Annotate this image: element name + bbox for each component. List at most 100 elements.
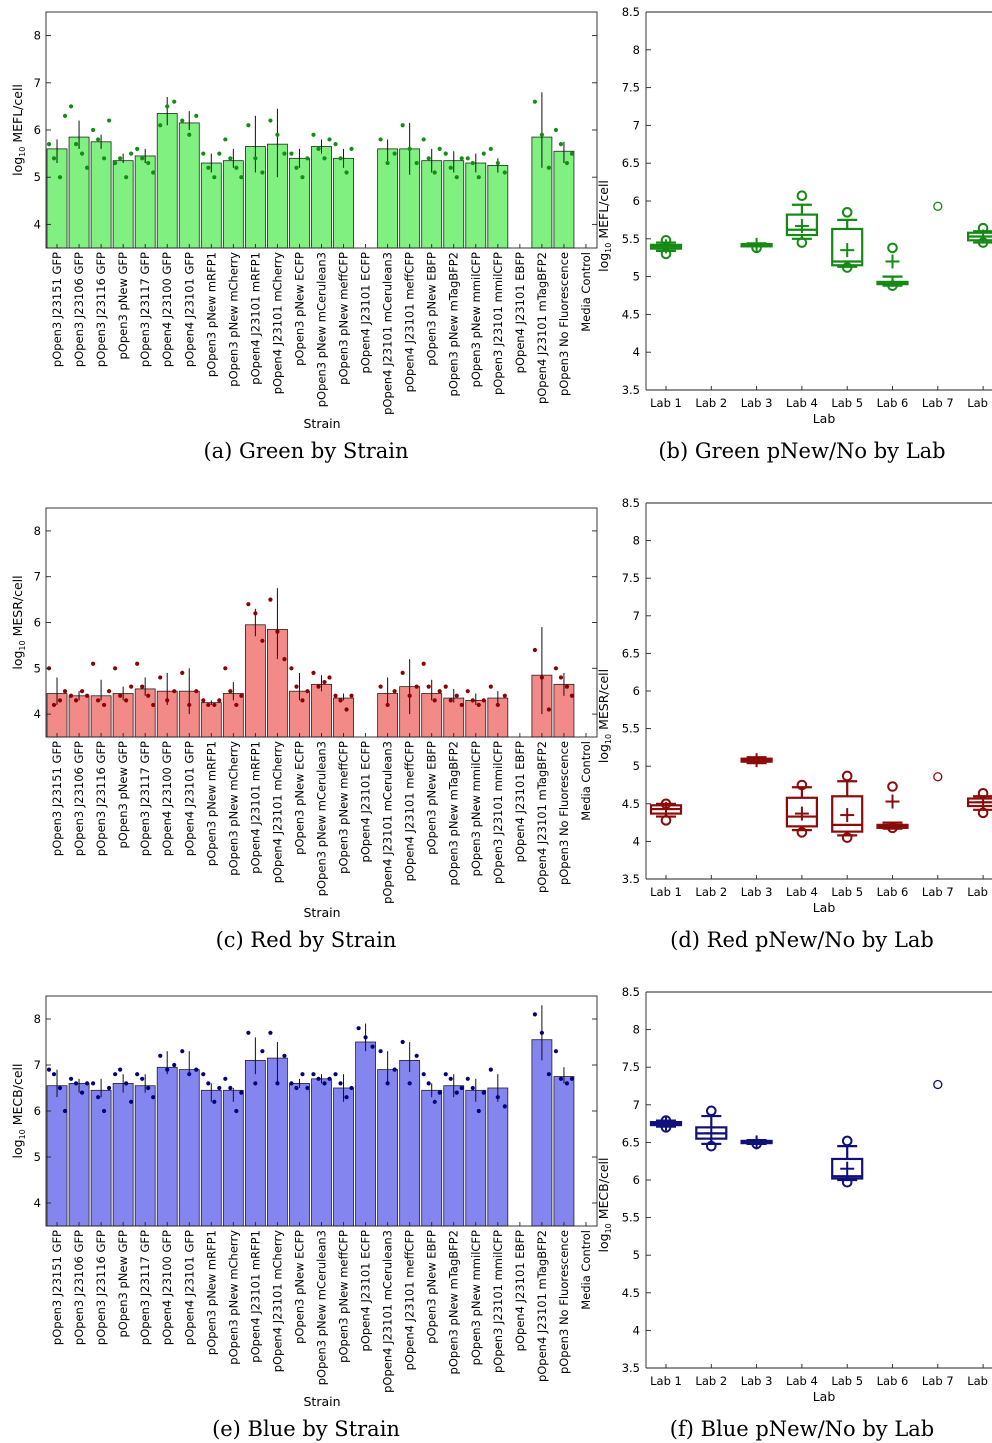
- x-tick-label: pOpen3 pNew mRFP1: [204, 1230, 218, 1355]
- data-point: [414, 160, 419, 166]
- outlier-point: [660, 1122, 672, 1133]
- data-point: [96, 698, 101, 703]
- caption-e: (e) Blue by Strain: [212, 1417, 400, 1441]
- data-point: [187, 132, 192, 137]
- outlier-point: [660, 815, 672, 826]
- data-point: [569, 151, 575, 156]
- data-point: [448, 165, 453, 170]
- data-point: [57, 698, 63, 703]
- x-tick-label: Lab 5: [831, 1374, 863, 1388]
- bar-chart-e: 4 5 6 7 8 pOpen3 J23151 GFP pOpen3 J23106 GFP p…: [10, 995, 598, 1409]
- data-point: [476, 1108, 481, 1114]
- y-tick-label: 6: [34, 123, 41, 137]
- data-point: [470, 698, 475, 703]
- x-tick-label: Lab 2: [695, 396, 727, 410]
- x-tick-label: pOpen4 J23101 mCherry: [270, 1230, 284, 1372]
- data-point: [146, 693, 151, 698]
- y-tick-label: 5.5: [622, 1211, 640, 1225]
- data-point: [443, 684, 448, 689]
- data-point: [165, 104, 170, 109]
- data-point: [206, 702, 211, 708]
- data-point: [300, 698, 305, 703]
- data-point: [294, 1085, 299, 1091]
- x-tick-label: Lab 3: [741, 885, 773, 899]
- outlier-point: [841, 770, 853, 782]
- data-point: [84, 165, 90, 170]
- outlier-point: [796, 827, 808, 838]
- x-tick-label: pOpen3 pNew ECFP: [292, 741, 306, 855]
- data-point: [234, 165, 239, 170]
- x-tick-label: pOpen4 J23101 mCherry: [270, 741, 284, 883]
- outlier-point: [841, 1135, 853, 1147]
- y-tick-label: 6.5: [622, 646, 640, 660]
- data-point: [239, 693, 244, 698]
- y-tick-label: 5: [34, 170, 41, 184]
- x-tick-label: pOpen3 J23101 mmilCFP: [491, 1230, 505, 1373]
- x-tick-label: pOpen4 J23101 mCerulean3: [381, 1230, 395, 1393]
- data-point: [448, 698, 453, 703]
- data-point: [180, 1049, 185, 1054]
- data-point: [201, 151, 206, 156]
- y-tick-label: 8: [34, 1012, 41, 1026]
- data-point: [289, 151, 294, 156]
- data-point: [223, 1076, 228, 1081]
- bar: [333, 1087, 354, 1227]
- x-tick-label: pOpen3 pNew mCherry: [226, 1230, 240, 1365]
- data-point: [91, 127, 96, 133]
- y-tick-label: 4: [34, 707, 41, 721]
- data-point: [322, 156, 327, 161]
- x-tick-label: pOpen4 J23101 ECFP: [359, 252, 373, 374]
- data-point: [151, 702, 156, 708]
- x-tick-label: pOpen3 pNew EBFP: [425, 741, 439, 855]
- data-point: [305, 1085, 310, 1091]
- data-point: [385, 160, 390, 166]
- x-tick-label: Lab 3: [741, 396, 773, 410]
- data-point: [558, 1076, 564, 1081]
- data-point: [79, 689, 85, 694]
- outlier-point: [841, 262, 853, 273]
- data-point: [443, 151, 448, 156]
- data-point: [400, 670, 405, 675]
- y-axis-label: log10 MEFL/cell: [596, 180, 613, 272]
- data-point: [223, 666, 228, 671]
- bar: [156, 1066, 178, 1227]
- data-point: [316, 1076, 321, 1081]
- x-tick-label: pOpen4 J23101 EBFP: [513, 252, 527, 373]
- data-point: [426, 1081, 431, 1086]
- data-point: [454, 1090, 459, 1095]
- data-point: [96, 137, 101, 142]
- data-point: [470, 160, 475, 166]
- y-tick-label: 8.5: [622, 985, 640, 999]
- data-point: [113, 1072, 118, 1077]
- data-point: [46, 1067, 52, 1072]
- data-point: [558, 675, 564, 680]
- caption-d: (d) Red pNew/No by Lab: [670, 928, 934, 952]
- data-point: [414, 1053, 419, 1058]
- data-point: [481, 1090, 486, 1095]
- data-point: [135, 661, 140, 666]
- x-axis-label: Strain: [303, 416, 340, 431]
- data-point: [172, 689, 177, 694]
- x-tick-label: Lab 3: [741, 1374, 773, 1388]
- data-point: [454, 693, 459, 698]
- data-point: [289, 666, 294, 671]
- data-point: [443, 1072, 448, 1077]
- y-tick-label: 6: [34, 616, 41, 630]
- data-point: [432, 170, 437, 175]
- x-tick-label: pOpen3 pNew mTagBFP2: [447, 1230, 461, 1374]
- data-point: [488, 146, 493, 151]
- x-tick-label: pOpen4 J23100 GFP: [160, 252, 174, 367]
- bar-chart-a: 4 5 6 7 8 pOpen3 J23151 GFP pOpen3 J23106 GFP p…: [10, 11, 598, 431]
- data-point: [68, 104, 74, 109]
- data-point: [282, 151, 287, 156]
- data-point: [260, 638, 265, 643]
- data-point: [228, 156, 233, 161]
- x-tick-label: pOpen3 pNew mCherry: [226, 252, 240, 387]
- y-tick-label: 6.5: [622, 1135, 640, 1149]
- data-point: [84, 693, 90, 698]
- x-tick-label: pOpen4 J23101 mTagBFP2: [535, 1230, 549, 1382]
- data-point: [311, 670, 316, 675]
- x-tick-label: pOpen3 J23117 GFP: [138, 741, 152, 856]
- data-point: [135, 1072, 140, 1077]
